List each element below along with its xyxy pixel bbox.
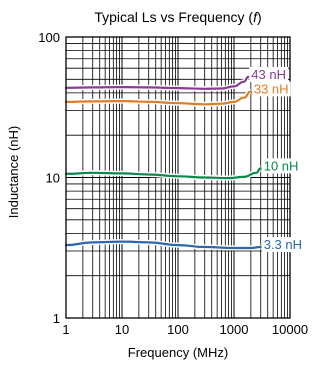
series-line-1 [64,75,250,90]
x-tick-label: 1 [62,322,69,337]
y-tick-label: 1 [53,311,60,326]
series-label-background [261,158,301,174]
y-axis-label: Inductance (nH) [6,126,21,219]
y-tick-label: 100 [38,30,60,45]
chart-title: Typical Ls vs Frequency (f) [94,9,261,25]
series-label-background [261,237,305,253]
x-tick-label: 10000 [272,322,308,337]
series-label-background [251,81,291,97]
x-axis-label: Frequency (MHz) [128,345,228,360]
x-tick-label: 100 [167,322,189,337]
plot-frame [65,36,291,319]
series-label-background [249,66,288,82]
series-label-4: 3.3 nH [264,237,302,252]
tick-labels: 1 10 100 1000 10000 1 10 100 [38,30,308,337]
series-line-3 [64,167,262,180]
series-line-4 [64,240,262,250]
y-tick-label: 10 [46,171,60,186]
x-tick-label: 1000 [220,322,249,337]
series-group [64,74,262,251]
title-frequency-symbol: f [253,9,259,25]
series-label-3: 10 nH [264,158,299,173]
series-line-2 [64,90,252,106]
series-label-1: 43 nH [251,67,286,82]
series-label-2: 33 nH [254,81,289,96]
x-tick-label: 10 [115,322,129,337]
